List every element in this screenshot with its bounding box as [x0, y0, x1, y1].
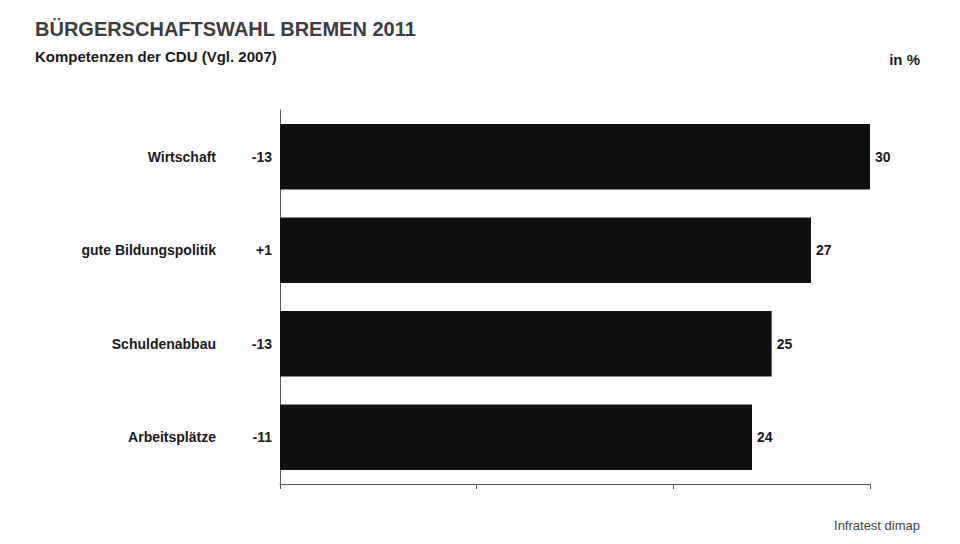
- svg-text:-13: -13: [252, 336, 272, 352]
- svg-text:Arbeitsplätze: Arbeitsplätze: [128, 429, 216, 445]
- svg-text:Kompetenzen der CDU (Vgl. 2007: Kompetenzen der CDU (Vgl. 2007): [35, 48, 277, 65]
- svg-text:BÜRGERSCHAFTSWAHL BREMEN 2011: BÜRGERSCHAFTSWAHL BREMEN 2011: [35, 18, 416, 40]
- svg-text:24: 24: [757, 429, 773, 445]
- svg-text:27: 27: [816, 242, 832, 258]
- svg-text:Infratest dimap: Infratest dimap: [834, 518, 920, 533]
- svg-text:25: 25: [777, 336, 793, 352]
- svg-text:30: 30: [875, 149, 891, 165]
- svg-text:-13: -13: [252, 149, 272, 165]
- svg-text:+1: +1: [256, 242, 272, 258]
- svg-text:Schuldenabbau: Schuldenabbau: [112, 336, 216, 352]
- svg-text:gute Bildungspolitik: gute Bildungspolitik: [81, 242, 216, 258]
- svg-text:Wirtschaft: Wirtschaft: [148, 149, 217, 165]
- svg-text:in %: in %: [889, 51, 920, 68]
- svg-text:-11: -11: [253, 429, 273, 445]
